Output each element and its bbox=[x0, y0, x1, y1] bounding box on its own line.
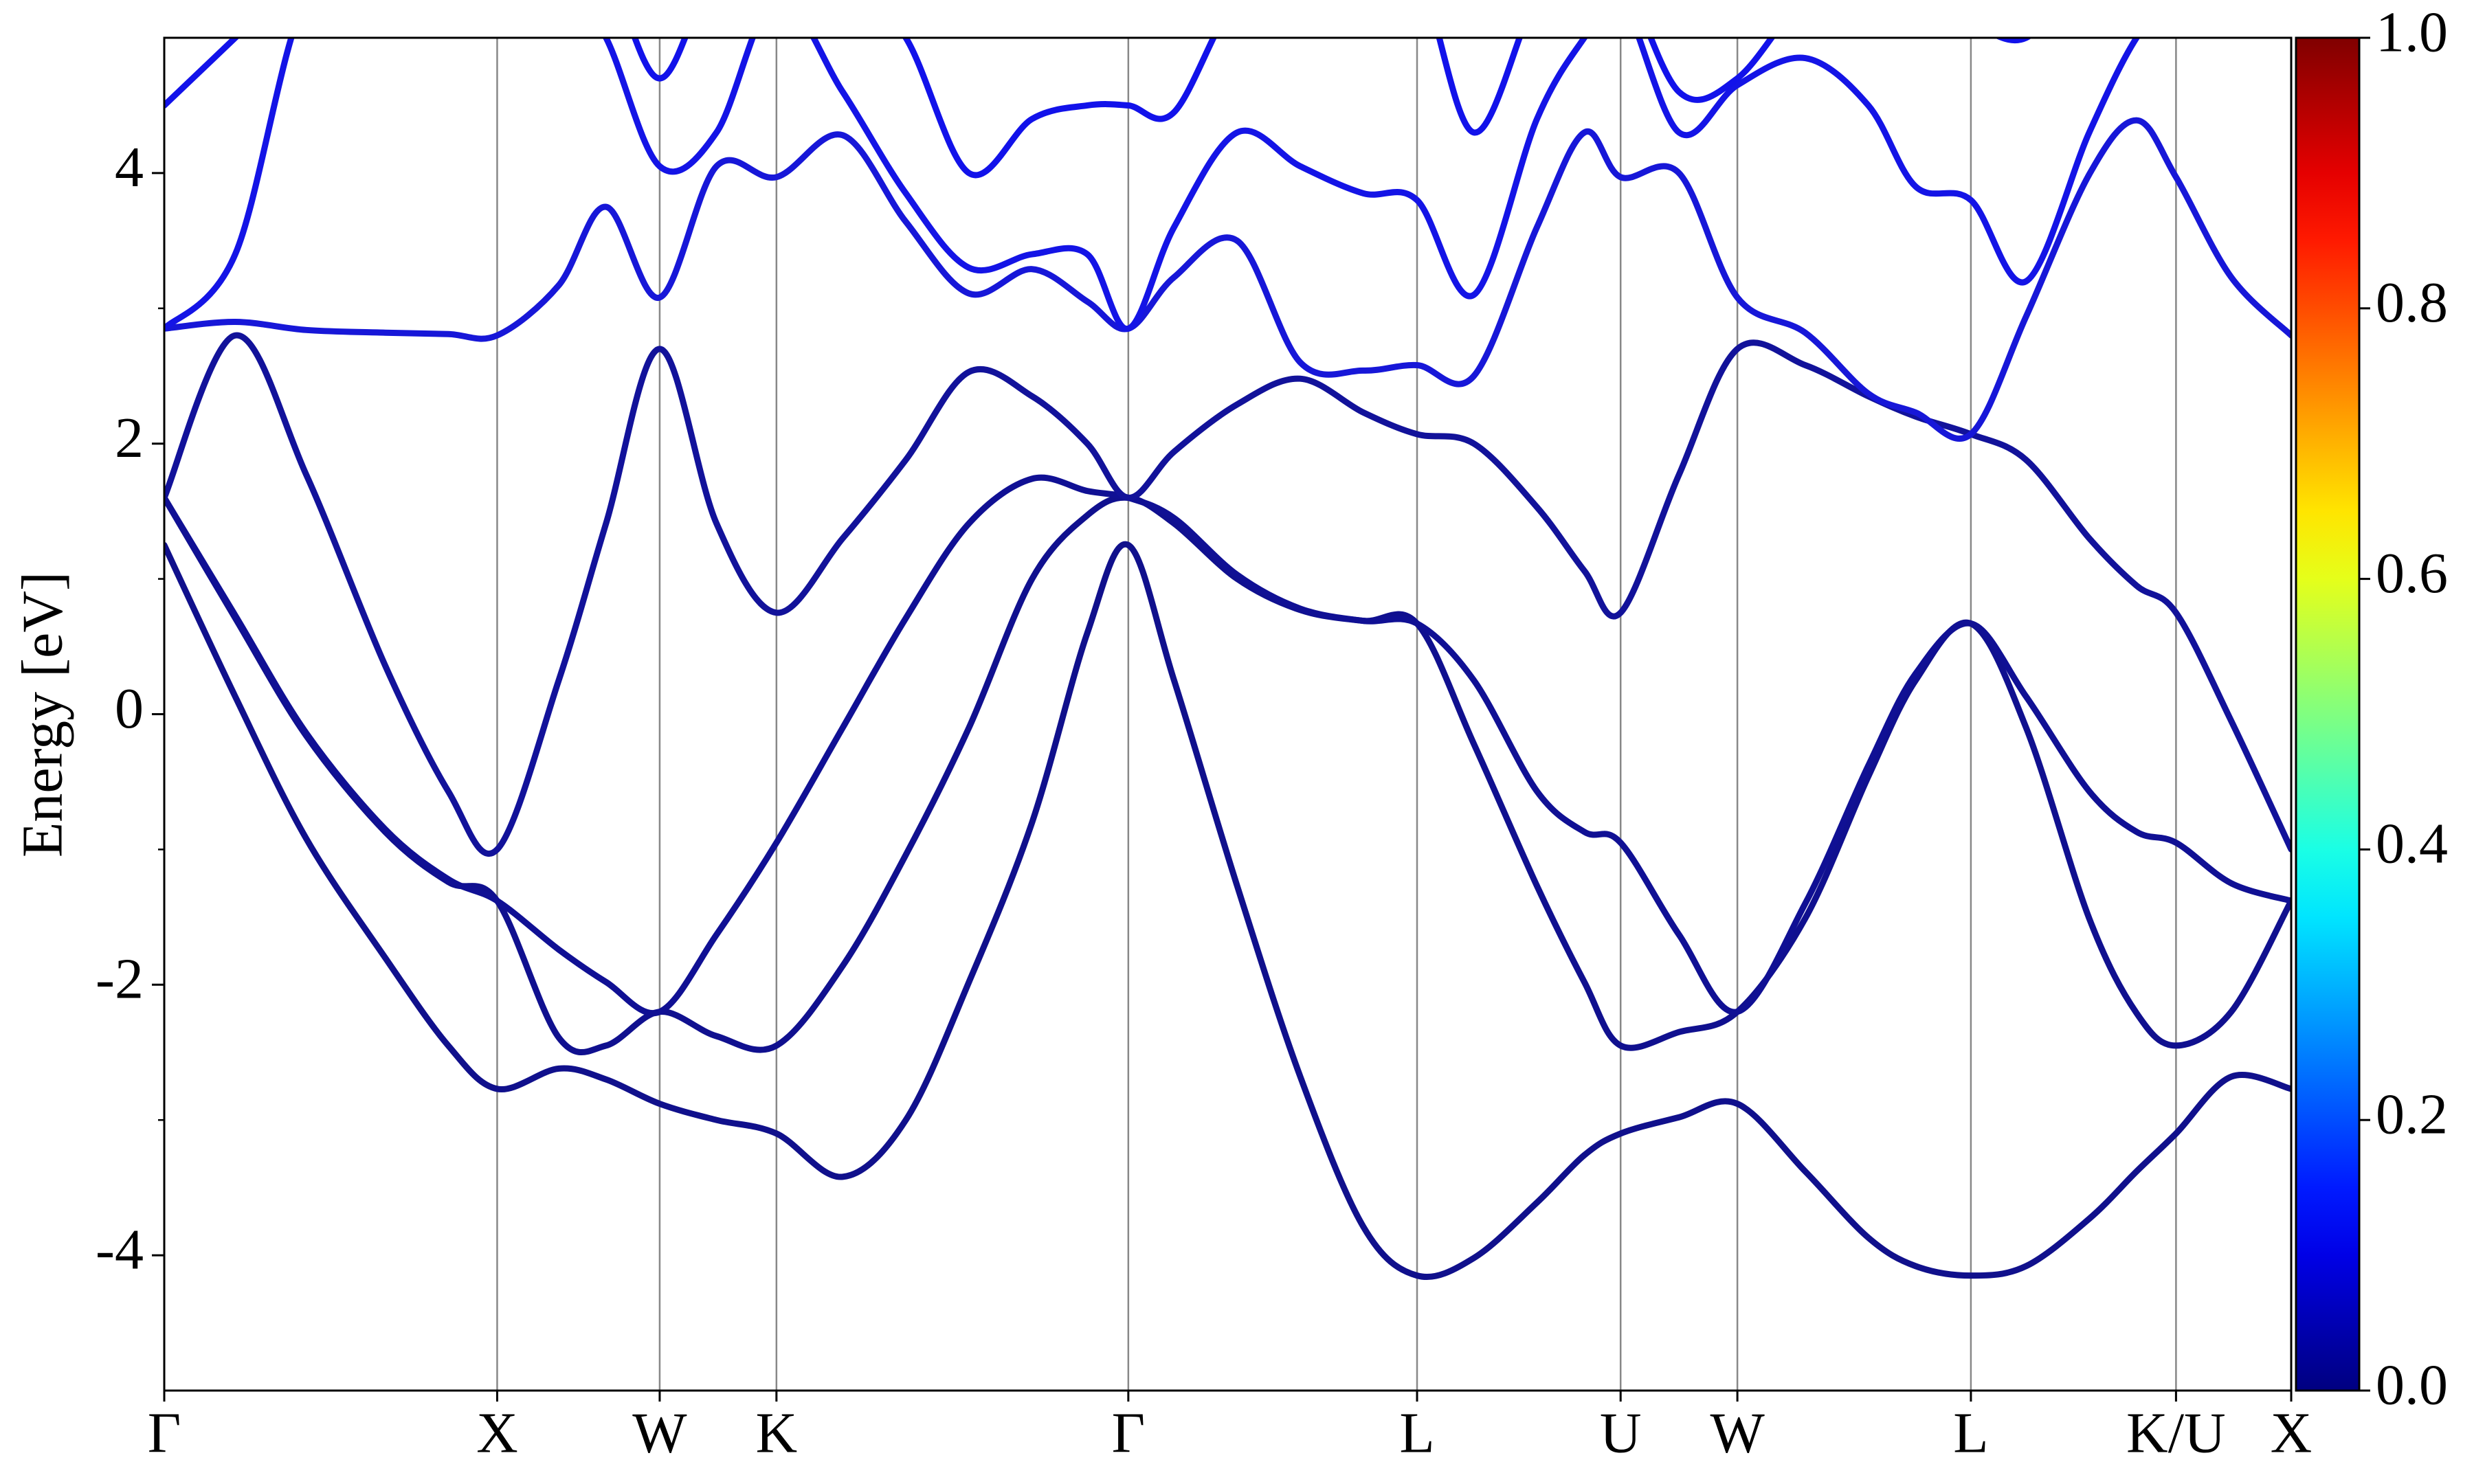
colorbar-tick-label: 0.6 bbox=[2376, 541, 2448, 605]
plot-area bbox=[164, 38, 2291, 1281]
x-tick-label: W bbox=[632, 1401, 687, 1465]
y-tick-label: -4 bbox=[96, 1217, 144, 1281]
band-line bbox=[164, 541, 2291, 1281]
y-tick-label: 0 bbox=[115, 677, 144, 741]
x-tick-label: U bbox=[1600, 1401, 1642, 1465]
band-line bbox=[164, 38, 2033, 179]
y-tick-label: -2 bbox=[96, 947, 144, 1011]
x-tick-label: K/U bbox=[2126, 1401, 2226, 1465]
colorbar-tick-label: 0.2 bbox=[2376, 1082, 2448, 1146]
y-axis-label: Energy [eV] bbox=[10, 572, 74, 857]
axes-frame bbox=[163, 36, 2293, 1392]
x-tick-label: K bbox=[756, 1401, 798, 1465]
band-line bbox=[164, 38, 2141, 332]
x-tick-label: Γ bbox=[1112, 1401, 1146, 1465]
y-tick-label: 4 bbox=[115, 135, 144, 199]
band-line bbox=[164, 117, 2291, 442]
colorbar-tick-label: 0.8 bbox=[2376, 271, 2448, 335]
x-tick-label: L bbox=[1953, 1401, 1988, 1465]
x-tick-label: W bbox=[1710, 1401, 1765, 1465]
colorbar-tick-label: 0.0 bbox=[2376, 1353, 2448, 1417]
x-tick-label: Γ bbox=[148, 1401, 181, 1465]
x-tick-label: X bbox=[2271, 1401, 2313, 1465]
x-tick-label: X bbox=[476, 1401, 518, 1465]
x-tick-label: L bbox=[1399, 1401, 1434, 1465]
y-tick-label: 2 bbox=[115, 406, 144, 470]
colorbar bbox=[2295, 36, 2361, 1392]
band-line bbox=[164, 494, 2291, 1055]
band-line bbox=[164, 474, 2291, 1017]
colorbar-tick-label: 0.4 bbox=[2376, 812, 2448, 876]
colorbar-tick-label: 1.0 bbox=[2376, 0, 2448, 64]
band-line bbox=[164, 332, 2291, 857]
